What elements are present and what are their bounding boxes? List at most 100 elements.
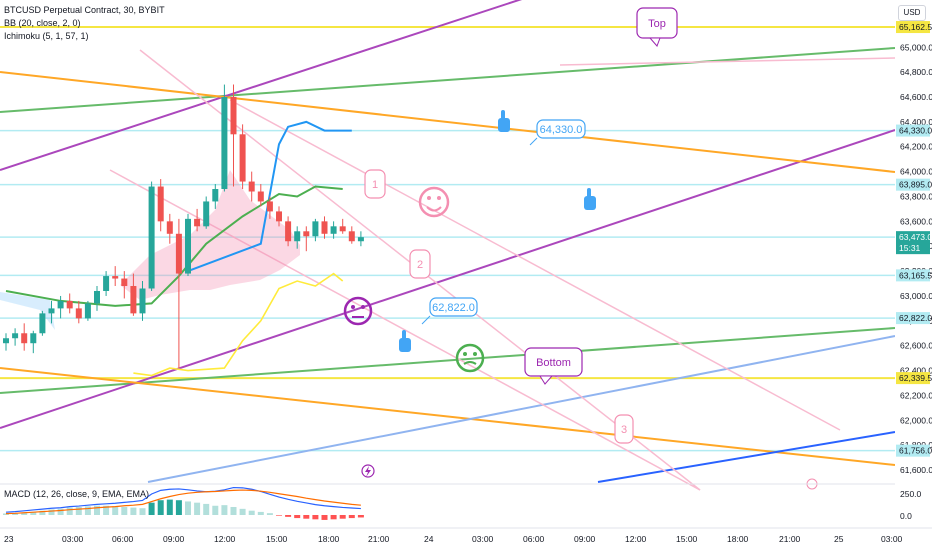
- macd-histogram-bar: [21, 512, 28, 515]
- macd-histogram-bar: [266, 513, 273, 515]
- candle-body: [303, 231, 310, 237]
- thinking-face-icon-outline: [455, 343, 485, 373]
- macd-histogram-bar: [57, 508, 64, 515]
- bb-legend[interactable]: BB (20, close, 2, 0): [4, 18, 81, 28]
- time-tick-label: 03:00: [881, 534, 903, 544]
- time-tick-label: 06:00: [523, 534, 545, 544]
- price-label-bg: [896, 231, 930, 244]
- macd-histogram-bar: [348, 515, 355, 519]
- symbol-legend[interactable]: BTCUSD Perpetual Contract, 30, BYBIT: [4, 5, 165, 15]
- candle-body: [48, 308, 55, 314]
- macd-signal-line: [5, 489, 361, 515]
- candle-body: [139, 288, 146, 314]
- wave-label-2: 2: [409, 249, 431, 279]
- price-label-bg: [896, 312, 930, 325]
- top-annotation: Top: [636, 7, 678, 39]
- macd-histogram-bar: [48, 509, 55, 515]
- macd-histogram-bar: [285, 515, 292, 517]
- wave-label-3: 3: [614, 414, 634, 444]
- thinking-face-icon-eye: [463, 352, 467, 356]
- candle-body: [248, 181, 255, 192]
- price-tick-label: 62,400.0: [900, 366, 932, 376]
- green-trendline-upper: [0, 47, 896, 113]
- candle-body: [194, 218, 201, 227]
- macd-histogram-bar: [139, 508, 146, 515]
- macd-tick-label: 0.0: [900, 511, 912, 521]
- price-note-62822-box: [429, 297, 478, 317]
- orange-trendline-upper: [0, 71, 896, 173]
- candle-body: [57, 300, 64, 309]
- bottom-annotation: Bottom: [524, 347, 583, 377]
- macd-histogram-bar: [257, 511, 264, 515]
- bottom-annotation-tail: [539, 375, 554, 385]
- chart-legend: BTCUSD Perpetual Contract, 30, BYBIT BB …: [4, 4, 165, 43]
- candle-body: [257, 191, 264, 202]
- top-annotation-tail: [648, 37, 661, 47]
- macd-histogram-bar: [75, 506, 82, 515]
- macd-histogram-bar: [248, 510, 255, 515]
- pointing-hand-icon-palm: [584, 196, 596, 210]
- price-note-64330-text: 64,330.0: [540, 124, 583, 136]
- candle-body: [121, 278, 128, 287]
- happy-face-icon-eye: [437, 196, 441, 200]
- lagging-span-line: [133, 272, 344, 377]
- macd-histogram-bar: [312, 515, 319, 520]
- time-tick-label: 06:00: [112, 534, 134, 544]
- note-tail-62822: [421, 315, 431, 325]
- price-label: 63,895.0: [899, 180, 932, 190]
- time-tick-label: 21:00: [779, 534, 801, 544]
- candle-body: [330, 226, 337, 234]
- candle-body: [230, 96, 237, 135]
- ichimoku-legend[interactable]: Ichimoku (5, 1, 57, 1): [4, 31, 89, 41]
- pink-channel-mid: [229, 99, 841, 431]
- macd-histogram-bar: [221, 505, 228, 515]
- wave-label-1-text: 1: [372, 179, 378, 191]
- time-tick-label: 15:00: [266, 534, 288, 544]
- macd-legend[interactable]: MACD (12, 26, close, 9, EMA, EMA): [4, 489, 150, 499]
- happy-face-icon-mouth: [426, 206, 442, 212]
- currency-label[interactable]: USD: [898, 5, 926, 21]
- macd-histogram-bar: [203, 503, 210, 515]
- wave-label-2-box: [409, 249, 431, 279]
- candle-body: [112, 276, 119, 279]
- thinking-face-icon: [455, 343, 485, 373]
- price-label-bg: [896, 372, 930, 385]
- macd-histogram-bar: [94, 505, 100, 515]
- wave-label-3-box: [614, 414, 634, 444]
- time-tick-label: 12:00: [214, 534, 236, 544]
- price-tick-label: 64,800.0: [900, 67, 932, 77]
- price-label: 64,330.0: [899, 126, 932, 136]
- candle-body: [66, 300, 73, 309]
- candle-body: [321, 221, 328, 234]
- dark-blue-trendline: [597, 431, 896, 483]
- candle-body: [21, 333, 28, 344]
- price-label-bg: [896, 269, 930, 282]
- candle-body: [12, 333, 19, 339]
- candle-body: [276, 211, 282, 222]
- macd-histogram-bar: [357, 515, 364, 518]
- candle-body: [266, 201, 273, 212]
- price-note-62822: 62,822.0: [429, 297, 478, 317]
- candle-body: [39, 313, 46, 334]
- pointing-hand-icon-finger: [501, 110, 505, 120]
- blue-trendline: [147, 335, 896, 483]
- macd-histogram-bar: [3, 513, 9, 515]
- macd-histogram-bar: [330, 515, 337, 520]
- price-label: 61,756.0: [899, 446, 932, 456]
- pink-top-line: [559, 57, 896, 66]
- candle-body: [212, 189, 219, 202]
- price-label-bg: [896, 178, 930, 191]
- price-label: 62,339.5: [899, 373, 932, 383]
- price-tick-label: 61,600.0: [900, 465, 932, 475]
- countdown-label-bg: [896, 242, 930, 255]
- neutral-face-icon: [343, 296, 373, 326]
- macd-histogram-bar: [39, 510, 46, 515]
- price-tick-label: 63,000.0: [900, 291, 932, 301]
- candle-body: [75, 308, 82, 319]
- neutral-face-icon-eye: [351, 305, 355, 309]
- candle-body: [221, 96, 228, 190]
- green-trendline-lower: [0, 327, 896, 394]
- price-tick-label: 65,000.0: [900, 42, 932, 52]
